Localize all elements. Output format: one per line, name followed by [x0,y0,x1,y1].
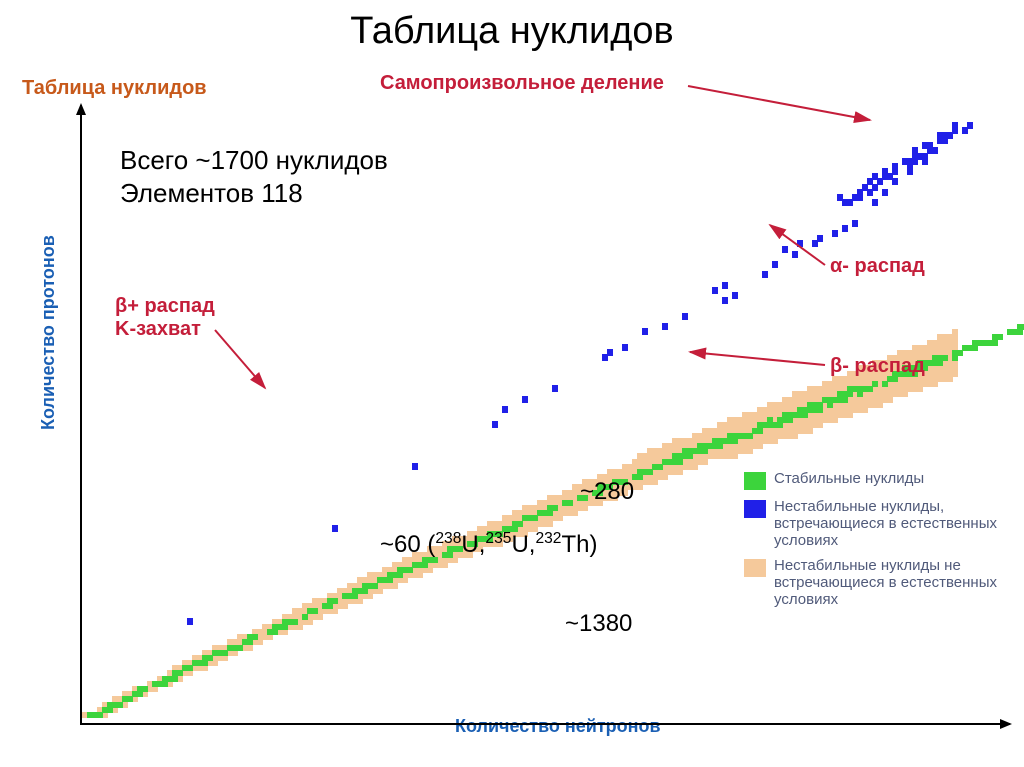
natural-unstable-count: ~60 (238U,235U,232Th) [380,530,597,559]
spontaneous-fission-label: Самопроизвольное деление [380,72,664,95]
artificial-count: ~1380 [565,610,632,638]
legend: Стабильные нуклиды Нестабильные нуклиды,… [744,470,1004,616]
legend-label: Нестабильные нуклиды, встречающиеся в ес… [774,498,1004,549]
x-axis [80,723,1010,725]
legend-swatch [744,472,766,490]
legend-label: Нестабильные нуклиды не встречающиеся в … [774,557,1004,608]
legend-item-unstable-natural: Нестабильные нуклиды, встречающиеся в ес… [744,498,1004,549]
legend-swatch [744,559,766,577]
total-elements-text: Элементов 118 [120,178,303,209]
total-nuclides-text: Всего ~1700 нуклидов [120,145,388,176]
legend-item-stable: Стабильные нуклиды [744,470,1004,490]
legend-label: Стабильные нуклиды [774,470,924,487]
k-capture-label: K-захват [115,318,201,341]
y-axis-label: Количество протонов [38,235,59,430]
legend-swatch [744,500,766,518]
beta-minus-label: β- распад [830,355,925,378]
page-title: Таблица нуклидов [0,10,1024,53]
chart-subtitle: Таблица нуклидов [22,77,207,100]
beta-plus-label: β+ распад [115,295,215,318]
stable-count: ~280 [580,478,634,506]
legend-item-unstable-artificial: Нестабильные нуклиды не встречающиеся в … [744,557,1004,608]
alpha-decay-label: α- распад [830,255,925,278]
